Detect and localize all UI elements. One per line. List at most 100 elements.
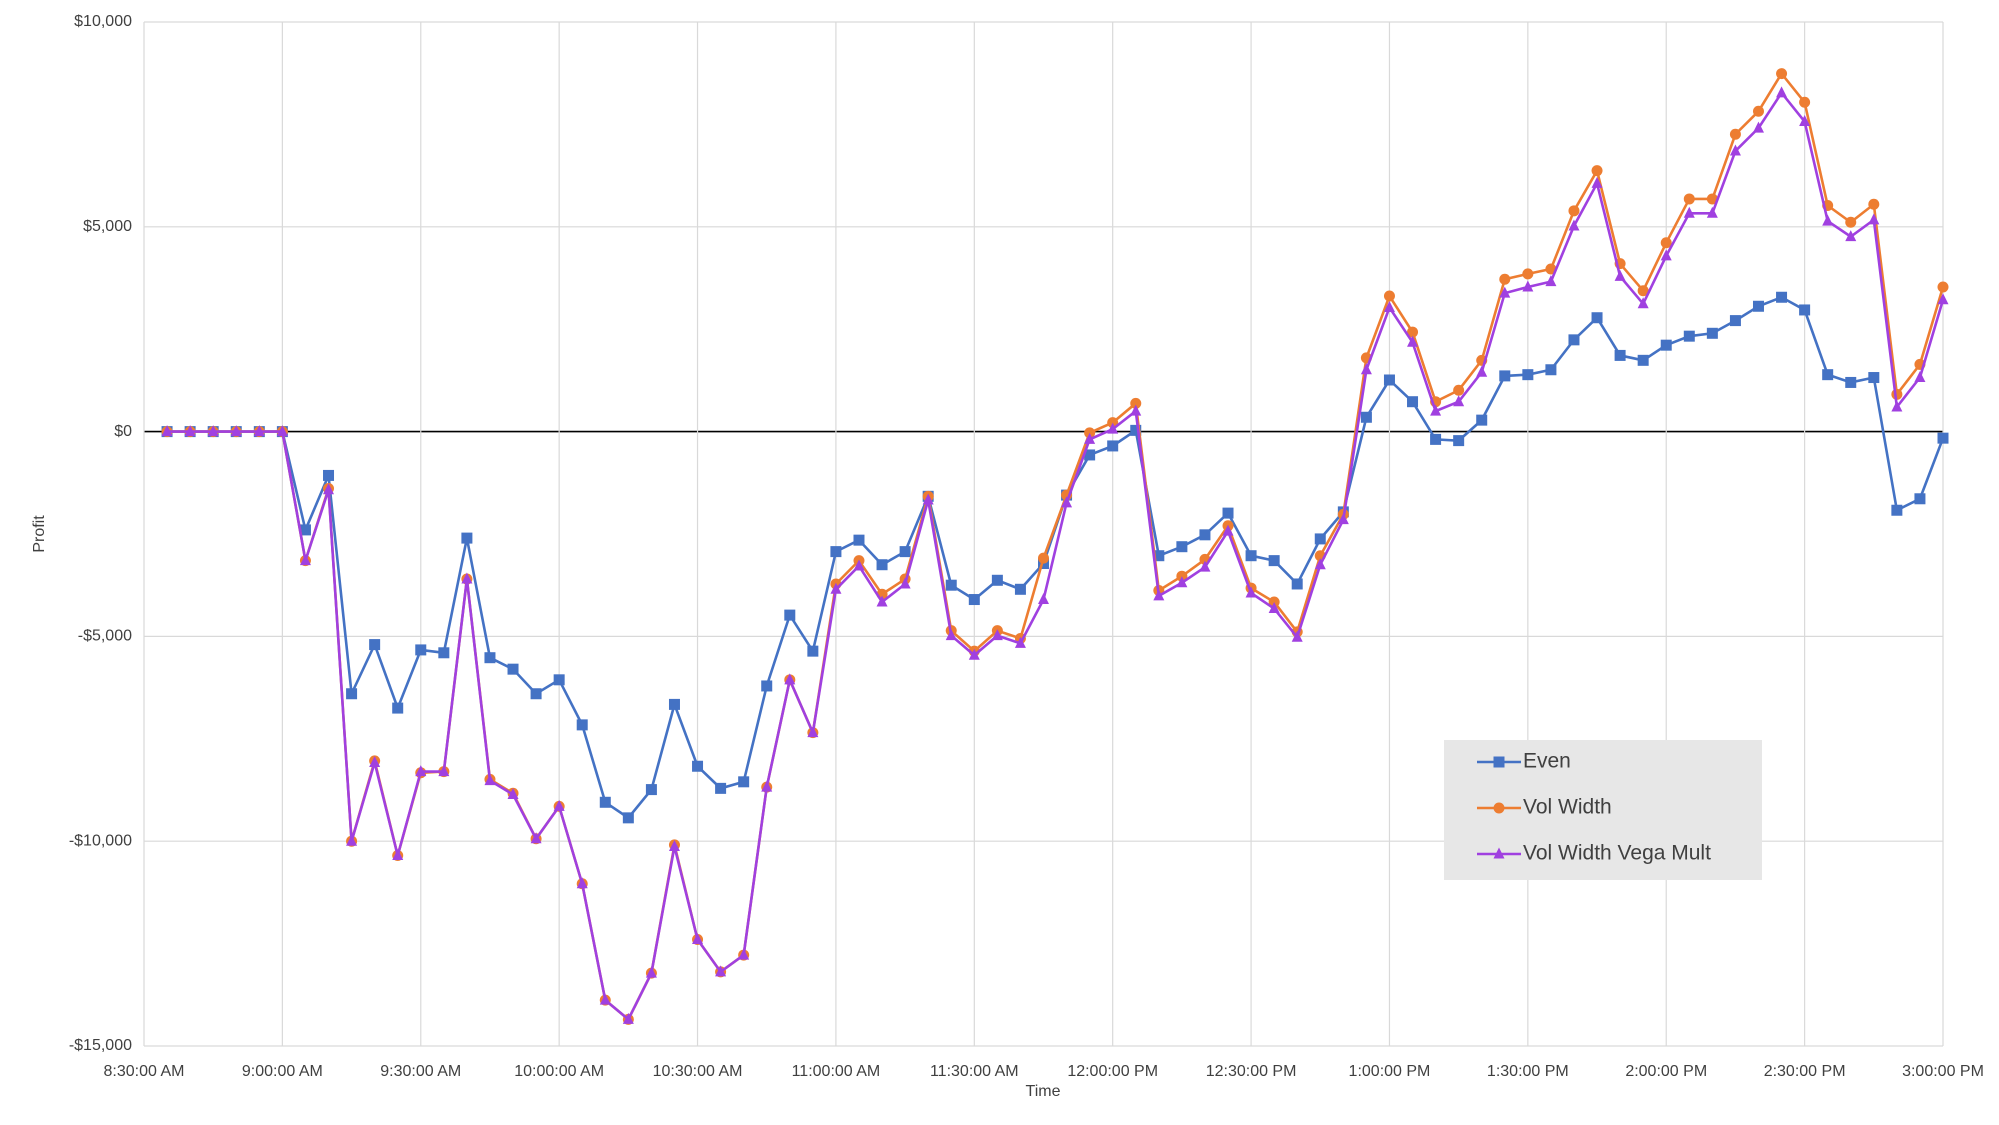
marker xyxy=(438,647,450,659)
marker xyxy=(1038,552,1049,564)
marker xyxy=(392,702,404,714)
marker xyxy=(1568,334,1580,346)
marker xyxy=(1430,433,1442,445)
marker xyxy=(899,577,911,589)
marker xyxy=(1522,369,1534,381)
legend-marker xyxy=(1493,802,1505,814)
marker xyxy=(1660,249,1672,261)
marker xyxy=(1107,417,1119,429)
marker xyxy=(1314,558,1326,570)
x-tick-label: 8:30:00 AM xyxy=(104,1063,185,1080)
marker xyxy=(1868,213,1880,225)
marker xyxy=(807,645,819,657)
marker xyxy=(1822,369,1834,381)
marker xyxy=(761,680,773,692)
marker xyxy=(1706,206,1718,218)
marker xyxy=(715,965,727,977)
marker xyxy=(1383,290,1395,302)
marker xyxy=(1291,578,1303,590)
marker xyxy=(576,877,588,889)
marker xyxy=(1407,396,1419,408)
y-tick-label: -$15,000 xyxy=(69,1037,132,1054)
marker xyxy=(1153,550,1165,562)
marker xyxy=(1107,440,1119,452)
marker xyxy=(1637,297,1649,309)
marker xyxy=(645,784,657,796)
marker xyxy=(1545,364,1557,376)
marker xyxy=(207,425,219,437)
marker xyxy=(1683,330,1695,342)
marker xyxy=(622,812,634,824)
marker xyxy=(1706,327,1718,339)
marker xyxy=(1799,304,1811,316)
marker xyxy=(715,782,727,794)
marker xyxy=(645,966,657,978)
marker xyxy=(1453,435,1465,447)
marker xyxy=(599,993,611,1005)
marker xyxy=(830,546,842,558)
x-tick-label: 11:30:00 AM xyxy=(930,1063,1019,1080)
marker xyxy=(1799,115,1811,127)
marker xyxy=(1776,68,1788,80)
marker xyxy=(1660,237,1672,249)
marker xyxy=(415,644,427,656)
marker xyxy=(945,629,957,641)
marker xyxy=(1268,602,1280,614)
marker xyxy=(323,469,335,481)
legend-label: Vol Width xyxy=(1523,796,1612,819)
marker xyxy=(576,719,588,731)
marker xyxy=(1014,583,1026,595)
marker xyxy=(1914,493,1926,505)
marker xyxy=(1453,384,1465,396)
marker xyxy=(1499,286,1511,298)
legend-label: Vol Width Vega Mult xyxy=(1523,842,1711,865)
marker xyxy=(1752,121,1764,133)
marker xyxy=(945,579,957,591)
marker xyxy=(1683,193,1695,205)
marker xyxy=(415,765,427,777)
marker xyxy=(1591,165,1603,177)
marker xyxy=(1383,374,1395,386)
marker xyxy=(1130,404,1142,416)
legend: Even Vol Width Vol Width Vega Mult xyxy=(1444,740,1762,880)
marker xyxy=(1591,176,1603,188)
marker xyxy=(369,756,381,768)
marker xyxy=(438,765,450,777)
marker xyxy=(1614,269,1626,281)
marker xyxy=(1499,273,1511,285)
marker xyxy=(1845,216,1857,228)
marker xyxy=(1614,349,1626,361)
marker xyxy=(692,933,704,945)
marker xyxy=(1729,144,1741,156)
marker xyxy=(1545,275,1557,287)
marker xyxy=(1314,533,1326,545)
marker xyxy=(299,554,311,566)
marker xyxy=(1084,449,1096,461)
marker xyxy=(507,788,519,800)
marker xyxy=(461,532,473,544)
marker xyxy=(1752,300,1764,312)
x-axis-label: Time xyxy=(1026,1083,1061,1100)
marker xyxy=(622,1012,634,1024)
marker xyxy=(1337,513,1349,525)
marker xyxy=(1891,400,1903,412)
marker xyxy=(1268,596,1280,608)
marker xyxy=(1752,105,1764,117)
x-tick-label: 12:30:00 PM xyxy=(1206,1063,1297,1080)
marker xyxy=(1407,326,1419,338)
marker xyxy=(692,760,704,772)
marker xyxy=(1130,424,1142,436)
marker xyxy=(530,688,542,700)
marker xyxy=(484,774,496,786)
x-tick-label: 9:00:00 AM xyxy=(242,1063,323,1080)
marker xyxy=(1084,427,1096,439)
marker xyxy=(1937,281,1949,293)
marker xyxy=(1430,404,1442,416)
marker xyxy=(1014,636,1026,648)
marker xyxy=(299,524,311,536)
marker xyxy=(1637,354,1649,366)
marker xyxy=(369,639,381,651)
marker xyxy=(1453,395,1465,407)
marker xyxy=(392,849,404,861)
marker xyxy=(1476,365,1488,377)
